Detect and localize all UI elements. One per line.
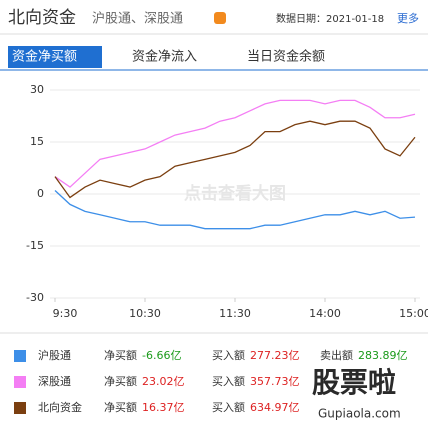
tab[interactable]: 资金净流入 — [132, 49, 197, 65]
tab[interactable]: 当日资金余额 — [247, 49, 325, 65]
tab[interactable]: 资金净买额 — [12, 49, 77, 65]
subtitle: 沪股通、深股通 — [92, 11, 183, 27]
net-value: 16.37亿 — [142, 401, 185, 414]
legend-swatch — [14, 402, 26, 414]
buy-label: 买入额 — [212, 401, 245, 414]
y-tick-label: 0 — [37, 187, 44, 200]
y-tick-label: 15 — [30, 135, 44, 148]
logo: 股票啦 — [312, 366, 396, 399]
sell-label: 卖出额 — [320, 348, 353, 362]
net-value: 23.02亿 — [142, 375, 185, 388]
net-value: -6.66亿 — [142, 349, 181, 362]
x-tick-label: 14:00 — [309, 307, 341, 320]
x-tick-label: 11:30 — [219, 307, 251, 320]
net-label: 净买额 — [104, 374, 137, 388]
sell-value: 283.89亿 — [358, 349, 408, 362]
series-line — [54, 99, 416, 188]
title: 北向资金 — [8, 8, 76, 28]
buy-value: 357.73亿 — [250, 375, 300, 388]
legend-label: 沪股通 — [38, 348, 71, 362]
help-icon[interactable] — [214, 12, 226, 24]
net-label: 净买额 — [104, 348, 137, 362]
y-tick-label: -30 — [26, 291, 44, 304]
logo-url: Gupiaola.com — [318, 407, 401, 421]
date: 数据日期：2021-01-18 — [276, 12, 384, 25]
series-line — [54, 190, 416, 230]
more-link[interactable]: 更多 — [397, 11, 419, 25]
x-tick-label: 9:30 — [53, 307, 78, 320]
x-tick-label: 10:30 — [129, 307, 161, 320]
tab-active[interactable] — [8, 46, 102, 68]
y-tick-label: -15 — [26, 239, 44, 252]
legend-label: 北向资金 — [38, 400, 82, 414]
x-tick-label: 15:00 — [399, 307, 428, 320]
legend-swatch — [14, 350, 26, 362]
net-label: 净买额 — [104, 400, 137, 414]
legend-swatch — [14, 376, 26, 388]
y-tick-label: 30 — [30, 83, 44, 96]
buy-label: 买入额 — [212, 375, 245, 388]
series-line — [54, 120, 416, 199]
buy-value: 634.97亿 — [250, 401, 300, 414]
buy-label: 买入额 — [212, 349, 245, 362]
buy-value: 277.23亿 — [250, 349, 300, 362]
legend-label: 深股通 — [38, 375, 71, 388]
